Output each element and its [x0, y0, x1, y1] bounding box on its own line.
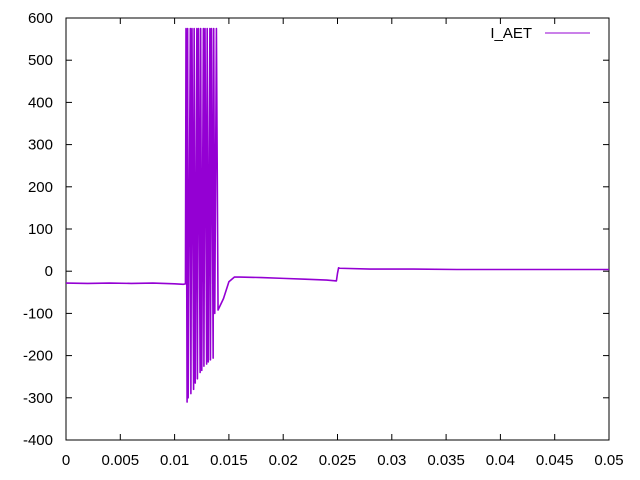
y-tick-label: -100 [23, 305, 53, 322]
x-tick-label: 0.02 [269, 452, 298, 469]
y-tick-label: 200 [28, 179, 53, 196]
legend-label: I_AET [490, 25, 532, 42]
y-tick-label: 100 [28, 221, 53, 238]
x-tick-label: 0.045 [536, 452, 574, 469]
axis-ticks: 0 0.005 0.01 0.015 0.02 0.025 0.03 0.035 0.04 0.0… [23, 10, 624, 469]
y-tick-label: -300 [23, 390, 53, 407]
y-tick-label: -400 [23, 432, 53, 449]
x-tick-label: 0.05 [594, 452, 623, 469]
y-tick-label: 400 [28, 94, 53, 111]
y-tick-label: 600 [28, 10, 53, 27]
y-tick-label: 300 [28, 137, 53, 154]
x-tick-label: 0.035 [427, 452, 465, 469]
y-tick-label: 500 [28, 52, 53, 69]
x-tick-label: 0.03 [377, 452, 406, 469]
series-line-0 [65, 27, 609, 403]
legend: I_AET [490, 25, 590, 42]
x-tick-label: 0.015 [210, 452, 248, 469]
x-tick-label: 0.005 [102, 452, 140, 469]
y-tick-label: 0 [45, 263, 53, 280]
x-tick-label: 0.01 [160, 452, 189, 469]
x-tick-label: 0.025 [319, 452, 357, 469]
x-tick-label: 0 [62, 452, 70, 469]
y-tick-label: -200 [23, 348, 53, 365]
x-tick-label: 0.04 [486, 452, 515, 469]
plot-frame [65, 17, 610, 441]
series-layer [65, 27, 609, 403]
